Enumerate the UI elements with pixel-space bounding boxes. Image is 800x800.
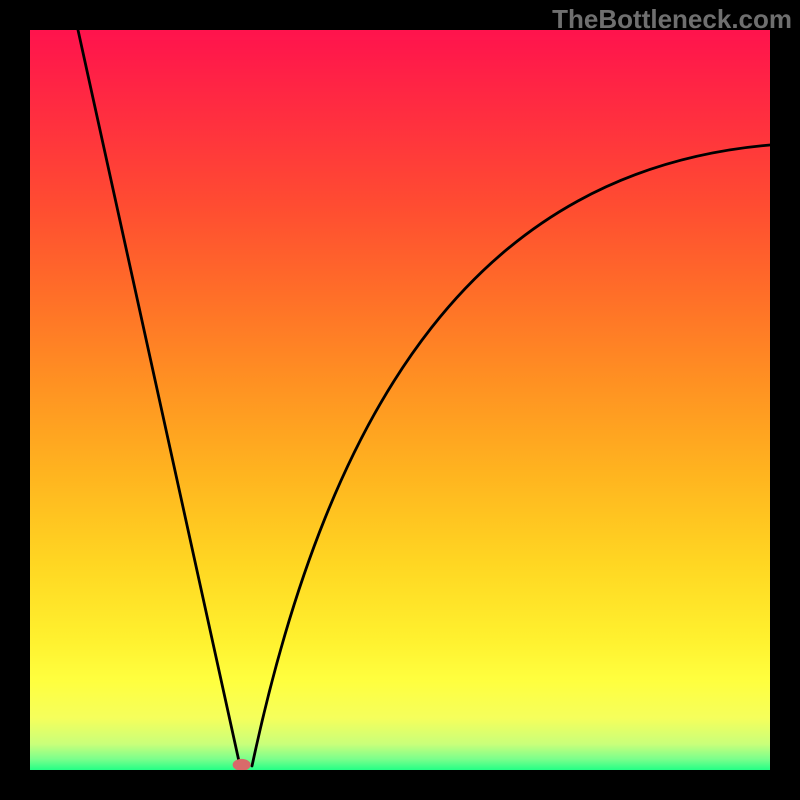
chart-container: TheBottleneck.com	[0, 0, 800, 800]
gradient-background	[30, 30, 770, 770]
plot-area	[30, 30, 770, 770]
plot-svg	[30, 30, 770, 770]
